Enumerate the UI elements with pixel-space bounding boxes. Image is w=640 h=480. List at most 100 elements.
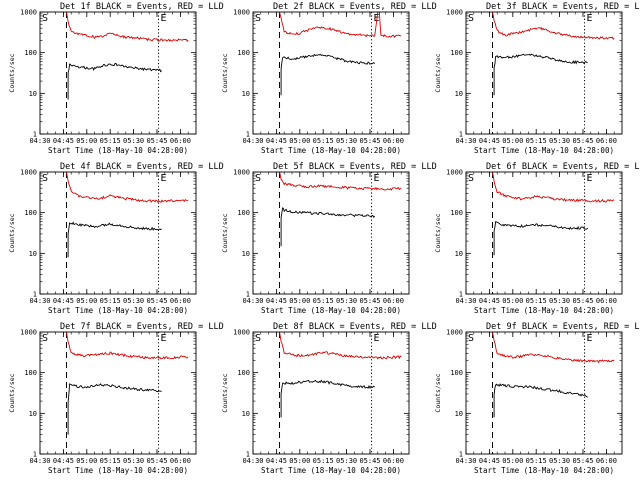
y-tick-label: 100 — [450, 209, 463, 217]
x-tick-label: 05:45 — [146, 137, 167, 145]
events-series-line — [493, 221, 589, 256]
lld-series-line — [66, 12, 189, 43]
x-tick-label: 05:45 — [572, 137, 593, 145]
x-tick-label: 05:30 — [123, 297, 144, 305]
x-tick-label: 06:00 — [383, 137, 404, 145]
x-tick-label: 05:45 — [359, 297, 380, 305]
y-tick-label: 100 — [237, 209, 250, 217]
y-tick-label: 100 — [237, 49, 250, 57]
x-tick-label: 05:15 — [313, 297, 334, 305]
x-tick-label: 05:15 — [313, 137, 334, 145]
y-tick-label: 10 — [455, 90, 463, 98]
x-tick-label: 04:45 — [53, 137, 74, 145]
events-series-line — [67, 63, 163, 100]
y-tick-label: 100 — [450, 369, 463, 377]
lld-series-line — [66, 172, 189, 204]
y-tick-label: 100 — [237, 369, 250, 377]
time-marker-label: E — [374, 333, 380, 344]
y-tick-label: 1000 — [20, 9, 37, 17]
x-tick-label: 04:45 — [479, 457, 500, 465]
x-tick-label: 05:15 — [526, 137, 547, 145]
plot-frame — [39, 331, 197, 455]
chart-title: Det 8f BLACK = Events, RED = LLD — [273, 322, 437, 332]
x-tick-label: 05:30 — [336, 137, 357, 145]
events-series-line — [280, 379, 376, 418]
x-axis-label: Start Time (18-May-10 04:28:00) — [48, 146, 188, 155]
y-axis-label: Counts/sec — [221, 53, 229, 92]
y-tick-label: 1 — [246, 451, 250, 459]
x-tick-label: 04:30 — [29, 297, 50, 305]
y-tick-label: 1 — [246, 131, 250, 139]
chart-title: Det 7f BLACK = Events, RED = LLD — [60, 322, 224, 332]
detector-chart: Det 7f BLACK = Events, RED = LLD Counts/s… — [8, 322, 224, 475]
x-tick-label: 04:45 — [53, 457, 74, 465]
time-marker-label: S — [42, 13, 48, 24]
y-tick-label: 1 — [459, 451, 463, 459]
x-tick-label: 06:00 — [596, 457, 617, 465]
x-tick-label: 05:30 — [123, 137, 144, 145]
x-tick-label: 06:00 — [383, 297, 404, 305]
chart-title: Det 9f BLACK = Events, RED = LLD — [486, 322, 640, 332]
lld-series-line — [66, 332, 189, 360]
y-axis-label: Counts/sec — [434, 213, 442, 252]
x-tick-label: 06:00 — [596, 297, 617, 305]
x-tick-label: 05:00 — [76, 297, 97, 305]
y-axis-label: Counts/sec — [434, 373, 442, 412]
x-axis-label: Start Time (18-May-10 04:28:00) — [261, 306, 401, 315]
x-axis-label: Start Time (18-May-10 04:28:00) — [474, 146, 614, 155]
y-tick-label: 10 — [455, 250, 463, 258]
lld-series-line — [279, 12, 402, 38]
y-tick-label: 1 — [33, 131, 37, 139]
y-axis-label: Counts/sec — [221, 213, 229, 252]
time-marker-label: E — [587, 13, 593, 24]
chart-title: Det 2f BLACK = Events, RED = LLD — [273, 2, 437, 12]
detector-chart: Det 6f BLACK = Events, RED = LLD Counts/s… — [434, 162, 640, 315]
x-tick-label: 05:15 — [100, 457, 121, 465]
x-axis-label: Start Time (18-May-10 04:28:00) — [474, 466, 614, 475]
x-tick-label: 04:30 — [242, 457, 263, 465]
chart-title: Det 6f BLACK = Events, RED = LLD — [486, 162, 640, 172]
lld-series-line — [492, 332, 615, 364]
x-tick-label: 04:30 — [455, 297, 476, 305]
detector-chart: Det 1f BLACK = Events, RED = LLD Counts/s… — [8, 2, 224, 155]
y-tick-label: 1000 — [20, 329, 37, 337]
lld-series-line — [279, 332, 402, 360]
x-tick-label: 04:45 — [479, 297, 500, 305]
detector-chart: Det 8f BLACK = Events, RED = LLD Counts/s… — [221, 322, 437, 475]
x-tick-label: 05:30 — [123, 457, 144, 465]
x-tick-label: 06:00 — [596, 137, 617, 145]
y-axis-label: Counts/sec — [8, 213, 16, 252]
detector-chart: Det 3f BLACK = Events, RED = LLD Counts/s… — [434, 2, 640, 155]
x-axis-label: Start Time (18-May-10 04:28:00) — [261, 466, 401, 475]
y-tick-label: 1 — [459, 131, 463, 139]
y-axis-label: Counts/sec — [8, 53, 16, 92]
plot-frame — [39, 11, 197, 135]
y-tick-label: 1 — [33, 291, 37, 299]
events-series-line — [493, 383, 588, 418]
events-series-line — [280, 207, 376, 247]
x-tick-label: 05:30 — [336, 457, 357, 465]
chart-title: Det 1f BLACK = Events, RED = LLD — [60, 2, 224, 12]
events-series-line — [67, 221, 162, 258]
x-tick-label: 05:15 — [526, 297, 547, 305]
chart-title: Det 5f BLACK = Events, RED = LLD — [273, 162, 437, 172]
y-tick-label: 100 — [24, 209, 37, 217]
x-tick-label: 05:30 — [336, 297, 357, 305]
plot-frame — [252, 171, 410, 295]
x-tick-label: 05:15 — [100, 137, 121, 145]
y-tick-label: 1000 — [233, 329, 250, 337]
events-series-line — [67, 383, 162, 435]
x-axis-label: Start Time (18-May-10 04:28:00) — [261, 146, 401, 155]
y-tick-label: 1000 — [446, 9, 463, 17]
x-tick-label: 05:15 — [526, 457, 547, 465]
events-series-line — [493, 53, 588, 96]
x-tick-label: 05:00 — [502, 457, 523, 465]
y-tick-label: 1 — [33, 451, 37, 459]
plot-frame — [252, 11, 410, 135]
time-marker-label: S — [255, 333, 261, 344]
plot-frame — [252, 331, 410, 455]
x-axis-label: Start Time (18-May-10 04:28:00) — [48, 466, 188, 475]
y-tick-label: 100 — [450, 49, 463, 57]
x-tick-label: 05:00 — [289, 297, 310, 305]
